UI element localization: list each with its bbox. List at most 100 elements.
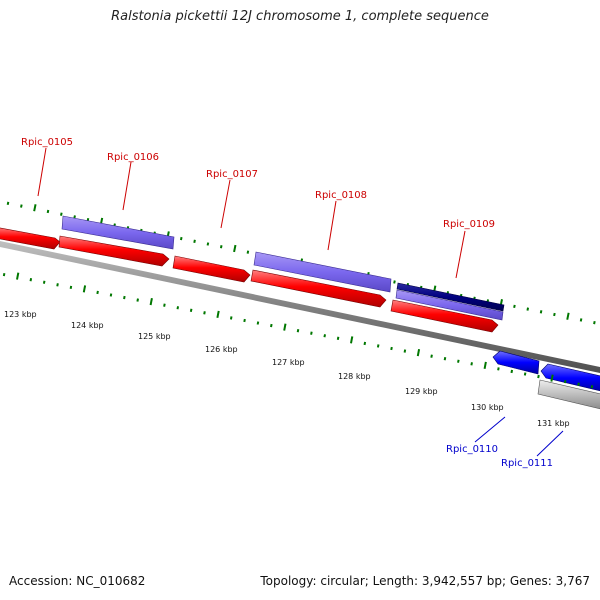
gene-label-Rpic_0110: Rpic_0110 <box>446 444 498 455</box>
scale-label: 131 kbp <box>537 419 570 428</box>
minor-tick <box>457 359 460 363</box>
gene-label-Rpic_0106: Rpic_0106 <box>107 152 159 163</box>
minor-tick <box>497 367 500 371</box>
minor-tick <box>523 372 527 376</box>
minor-tick <box>403 349 407 353</box>
minor-tick <box>470 362 473 366</box>
gene-label-Rpic_0107: Rpic_0107 <box>206 169 258 180</box>
sequence-backbone <box>0 241 600 373</box>
major-tick <box>483 361 487 369</box>
topology-text: Topology: circular; Length: 3,942,557 bp… <box>260 574 590 588</box>
minor-tick <box>229 316 233 320</box>
minor-tick <box>430 354 433 358</box>
minor-tick <box>310 331 313 335</box>
minor-tick <box>390 346 393 351</box>
scale-label: 129 kbp <box>405 387 438 396</box>
minor-tick <box>123 295 126 300</box>
minor-tick <box>363 341 367 346</box>
forward-gene-labels: Rpic_0105 Rpic_0106 Rpic_0107 Rpic_0108 … <box>21 137 495 279</box>
minor-tick <box>593 320 596 325</box>
forward-cds-Rpic_0109[interactable] <box>395 289 504 321</box>
minor-tick <box>577 382 580 386</box>
scale-label: 130 kbp <box>471 403 504 412</box>
gene-label-Rpic_0111: Rpic_0111 <box>501 458 553 469</box>
minor-tick <box>296 329 300 333</box>
forward-gene-Rpic_0109[interactable] <box>390 299 499 333</box>
minor-tick <box>109 293 113 297</box>
scale-label: 127 kbp <box>272 358 305 367</box>
minor-tick <box>96 290 99 295</box>
major-tick <box>82 285 87 293</box>
forward-gene-Rpic_0108[interactable] <box>250 269 387 308</box>
forward-cds-Rpic_0106[interactable] <box>61 215 175 250</box>
major-tick <box>149 298 153 306</box>
gene-label-Rpic_0109: Rpic_0109 <box>443 219 495 230</box>
minor-tick <box>56 283 59 287</box>
minor-tick <box>206 242 210 246</box>
minor-tick <box>193 239 196 243</box>
minor-tick <box>42 280 46 284</box>
forward-gene-Rpic_0105[interactable] <box>0 227 61 250</box>
minor-tick <box>590 385 594 389</box>
minor-tick <box>443 357 447 361</box>
minor-tick <box>29 278 33 282</box>
minor-tick <box>393 280 396 284</box>
minor-tick <box>579 318 583 322</box>
major-tick <box>350 336 354 344</box>
minor-tick <box>243 318 246 323</box>
major-tick <box>283 323 287 331</box>
minor-tick <box>526 307 530 311</box>
scale-labels: 123 kbp 124 kbp 125 kbp 126 kbp 127 kbp … <box>4 310 570 428</box>
minor-tick <box>256 321 260 325</box>
minor-tick <box>246 250 250 254</box>
major-tick <box>566 312 570 320</box>
minor-tick <box>539 310 543 314</box>
reverse-gene-Rpic_0111[interactable] <box>540 363 600 392</box>
minor-tick <box>553 312 556 317</box>
minor-tick <box>189 308 193 312</box>
minor-tick <box>323 334 326 338</box>
minor-tick <box>203 311 206 315</box>
major-tick <box>416 348 421 357</box>
minor-tick <box>60 212 63 216</box>
scale-label: 125 kbp <box>138 332 171 341</box>
minor-tick <box>2 272 6 277</box>
minor-tick <box>176 306 180 310</box>
inner-tick-ring <box>2 272 594 389</box>
reverse-pseudo-Rpic_0111[interactable] <box>537 379 600 410</box>
map-title: Ralstonia pickettii 12J chromosome 1, co… <box>111 9 489 24</box>
minor-tick <box>513 304 516 309</box>
forward-cds-Rpic_0108[interactable] <box>253 251 392 293</box>
minor-tick <box>270 323 273 328</box>
gene-label-Rpic_0108: Rpic_0108 <box>315 190 367 201</box>
forward-gene-Rpic_0107[interactable] <box>172 255 251 283</box>
minor-tick <box>73 215 76 219</box>
minor-tick <box>537 374 540 379</box>
minor-tick <box>6 201 10 206</box>
minor-tick <box>46 209 50 214</box>
minor-tick <box>336 336 340 340</box>
major-tick <box>550 374 554 382</box>
minor-tick <box>69 285 73 290</box>
scale-label: 126 kbp <box>205 345 238 354</box>
minor-tick <box>163 303 166 307</box>
forward-cds-Rpic_0109-dark[interactable] <box>396 282 505 312</box>
major-tick <box>233 244 237 253</box>
accession-text: Accession: NC_010682 <box>9 574 146 588</box>
scale-label: 123 kbp <box>4 310 37 319</box>
minor-tick <box>219 245 223 249</box>
forward-gene-Rpic_0106[interactable] <box>58 235 170 267</box>
minor-tick <box>563 379 567 384</box>
major-tick <box>216 310 220 319</box>
gene-label-Rpic_0105: Rpic_0105 <box>21 137 73 148</box>
minor-tick <box>136 298 139 302</box>
minor-tick <box>510 369 514 374</box>
minor-tick <box>179 236 183 241</box>
major-tick <box>16 272 20 280</box>
scale-label: 124 kbp <box>71 321 104 330</box>
minor-tick <box>20 204 23 208</box>
reverse-gene-labels: Rpic_0110 Rpic_0111 <box>446 416 564 469</box>
minor-tick <box>376 344 380 348</box>
reverse-gene-Rpic_0110[interactable] <box>492 350 540 375</box>
